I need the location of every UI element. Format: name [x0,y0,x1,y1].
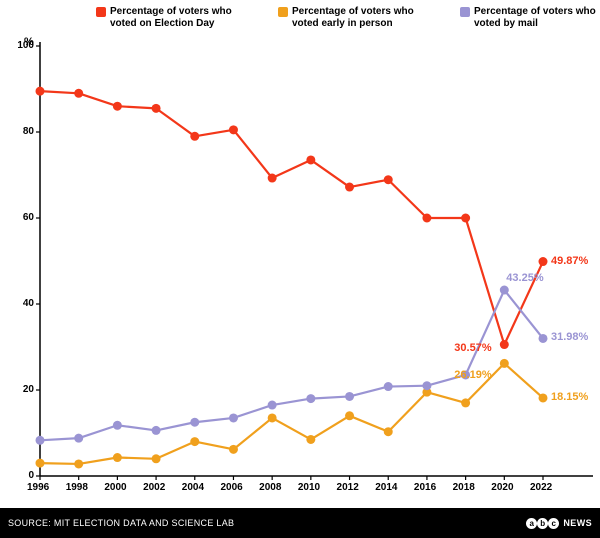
y-tick-label: 20 [10,384,34,395]
x-tick-label: 2006 [220,482,242,493]
x-tick-label: 2014 [375,482,397,493]
footer-bar: SOURCE: MIT ELECTION DATA AND SCIENCE LA… [0,508,600,538]
y-tick-label: 100 [10,40,34,51]
end-label-early_in_person: 18.15% [551,391,588,403]
chart-area: % Percentage of voters who voted on Elec… [0,0,600,508]
abc-logo-b: b [537,518,548,529]
x-tick-label: 2022 [530,482,552,493]
abc-logo-a: a [526,518,537,529]
label-2020-by-mail: 43.25% [506,272,543,284]
x-tick-label: 2000 [104,482,126,493]
legend-item: Percentage of voters who voted early in … [278,6,438,30]
x-tick-label: 2016 [414,482,436,493]
source-text: SOURCE: MIT ELECTION DATA AND SCIENCE LA… [8,518,234,528]
legend-item: Percentage of voters who voted by mail [460,6,600,30]
label-2020-election-day: 30.57% [454,342,491,354]
end-label-by_mail: 31.98% [551,331,588,343]
abc-logo-news: NEWS [563,518,592,528]
legend-label: Percentage of voters who voted early in … [292,6,438,30]
end-label-election_day: 49.87% [551,255,588,267]
x-tick-label: 2020 [491,482,513,493]
x-tick-label: 2002 [143,482,165,493]
legend: Percentage of voters who voted on Electi… [96,6,600,30]
x-tick-label: 2012 [337,482,359,493]
legend-item: Percentage of voters who voted on Electi… [96,6,256,30]
x-tick-label: 2010 [298,482,320,493]
y-tick-label: 0 [10,470,34,481]
abc-news-logo: a b c NEWS [528,518,592,529]
x-tick-label: 2004 [182,482,204,493]
x-tick-label: 2008 [259,482,281,493]
legend-swatch [278,7,288,17]
legend-swatch [460,7,470,17]
legend-label: Percentage of voters who voted by mail [474,6,600,30]
label-2020-early-in-person: 26.19% [454,369,491,381]
y-tick-label: 80 [10,126,34,137]
page-root: { "chart": { "type": "line", "width_px":… [0,0,600,538]
abc-logo-c: c [548,518,559,529]
y-tick-label: 60 [10,212,34,223]
legend-swatch [96,7,106,17]
chart-svg [0,0,600,508]
y-tick-label: 40 [10,298,34,309]
x-tick-label: 2018 [453,482,475,493]
legend-label: Percentage of voters who voted on Electi… [110,6,256,30]
x-tick-label: 1996 [27,482,49,493]
x-tick-label: 1998 [66,482,88,493]
